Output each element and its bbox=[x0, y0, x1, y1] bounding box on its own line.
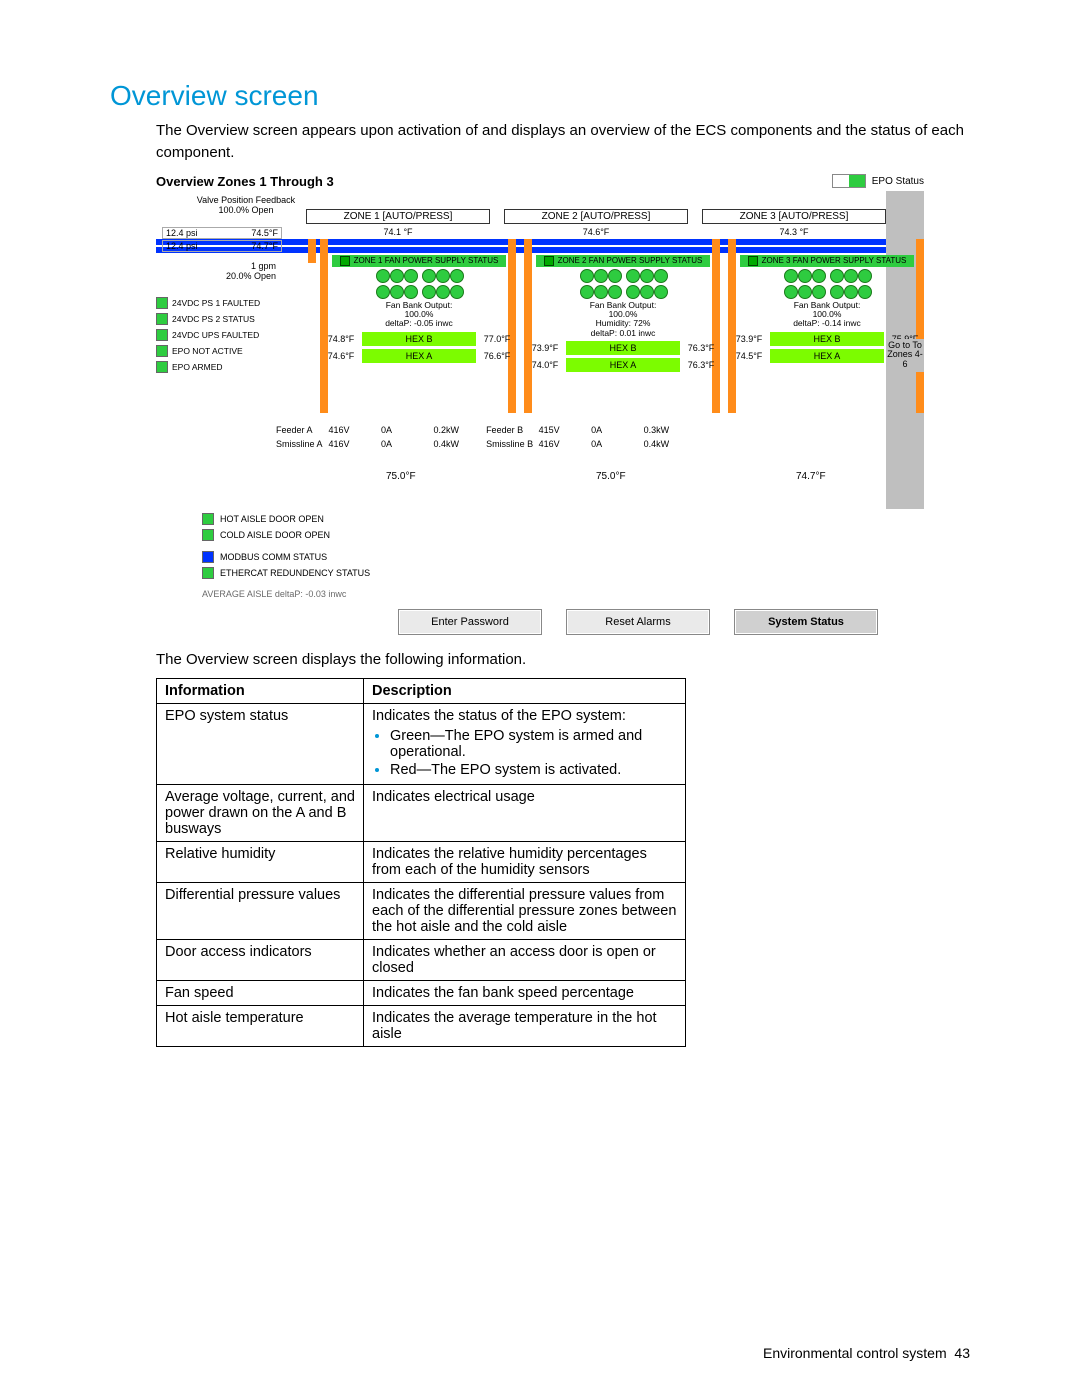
status-indicators: 24VDC PS 1 FAULTED 24VDC PS 2 STATUS 24V… bbox=[156, 297, 260, 377]
zone-2-block: ZONE 2 FAN POWER SUPPLY STATUS Fan Bank … bbox=[528, 255, 718, 372]
enter-password-button[interactable]: Enter Password bbox=[398, 609, 542, 635]
table-row: Relative humidityIndicates the relative … bbox=[157, 842, 686, 883]
ethercat-status: ETHERCAT REDUNDENCY STATUS bbox=[220, 568, 370, 578]
status-led-icon bbox=[202, 529, 214, 541]
status-led-icon bbox=[202, 551, 214, 563]
goto-zones-button[interactable]: Go to To Zones 4-6 bbox=[886, 339, 924, 373]
modbus-status: MODBUS COMM STATUS bbox=[220, 552, 327, 562]
th-information: Information bbox=[157, 679, 364, 704]
valve-feedback: Valve Position Feedback 100.0% Open bbox=[186, 195, 306, 215]
list-item: Red—The EPO system is activated. bbox=[390, 762, 677, 778]
epo-status-indicator: EPO Status bbox=[832, 174, 924, 188]
list-item: Green—The EPO system is armed and operat… bbox=[390, 728, 677, 760]
zone-2-header: ZONE 2 [AUTO/PRESS] bbox=[504, 209, 688, 224]
status-led-icon bbox=[156, 313, 168, 325]
after-screenshot-text: The Overview screen displays the followi… bbox=[156, 649, 970, 671]
cold-aisle-door-status: COLD AISLE DOOR OPEN bbox=[220, 530, 330, 540]
pressure-temp-sensors: 12.4 psi74.5°F 12.4 psi74.7°F bbox=[162, 227, 282, 253]
zone-3-ps-led-icon bbox=[748, 256, 758, 266]
zone-3-top-temp: 74.3 °F bbox=[702, 227, 886, 237]
hot-aisle-door-status: HOT AISLE DOOR OPEN bbox=[220, 514, 324, 524]
feeder-readings: Feeder A 416V 0A 0.2kW Feeder B 415V 0A … bbox=[276, 423, 694, 452]
zone-3-bottom-temp: 74.7°F bbox=[796, 471, 826, 482]
table-row: Fan speedIndicates the fan bank speed pe… bbox=[157, 981, 686, 1006]
table-row: Average voltage, current, and power draw… bbox=[157, 785, 686, 842]
zone-2-top-temp: 74.6°F bbox=[504, 227, 688, 237]
zone-2-bottom-temp: 75.0°F bbox=[596, 471, 626, 482]
status-led-icon bbox=[202, 513, 214, 525]
status-led-icon bbox=[156, 361, 168, 373]
section-heading: Overview screen bbox=[110, 80, 970, 112]
status-led-icon bbox=[202, 567, 214, 579]
zone-3-header: ZONE 3 [AUTO/PRESS] bbox=[702, 209, 886, 224]
system-status-button[interactable]: System Status bbox=[734, 609, 878, 635]
zone-1-bottom-temp: 75.0°F bbox=[386, 471, 416, 482]
table-row: EPO system status Indicates the status o… bbox=[157, 704, 686, 785]
epo-status-label: EPO Status bbox=[872, 176, 924, 187]
table-row: Hot aisle temperatureIndicates the avera… bbox=[157, 1006, 686, 1047]
table-row: Differential pressure valuesIndicates th… bbox=[157, 883, 686, 940]
flow-reading: 1 gpm 20.0% Open bbox=[176, 261, 276, 283]
zone-2-ps-led-icon bbox=[544, 256, 554, 266]
zone-1-block: ZONE 1 FAN POWER SUPPLY STATUS Fan Bank … bbox=[324, 255, 514, 363]
zone-headers: ZONE 1 [AUTO/PRESS] ZONE 2 [AUTO/PRESS] … bbox=[306, 209, 886, 224]
status-led-icon bbox=[156, 345, 168, 357]
avg-deltap: AVERAGE AISLE deltaP: -0.03 inwc bbox=[202, 589, 878, 599]
status-led-icon bbox=[156, 297, 168, 309]
zone-1-header: ZONE 1 [AUTO/PRESS] bbox=[306, 209, 490, 224]
information-table: Information Description EPO system statu… bbox=[156, 678, 686, 1047]
zone-1-top-temp: 74.1 °F bbox=[306, 227, 490, 237]
reset-alarms-button[interactable]: Reset Alarms bbox=[566, 609, 710, 635]
page-footer: Environmental control system 43 bbox=[763, 1345, 970, 1361]
th-description: Description bbox=[364, 679, 686, 704]
screenshot-title: Overview Zones 1 Through 3 bbox=[156, 174, 334, 189]
overview-screenshot: Overview Zones 1 Through 3 EPO Status Va… bbox=[156, 172, 924, 635]
zone-1-ps-led-icon bbox=[340, 256, 350, 266]
table-row: Door access indicatorsIndicates whether … bbox=[157, 940, 686, 981]
status-led-icon bbox=[156, 329, 168, 341]
intro-paragraph: The Overview screen appears upon activat… bbox=[156, 120, 970, 164]
